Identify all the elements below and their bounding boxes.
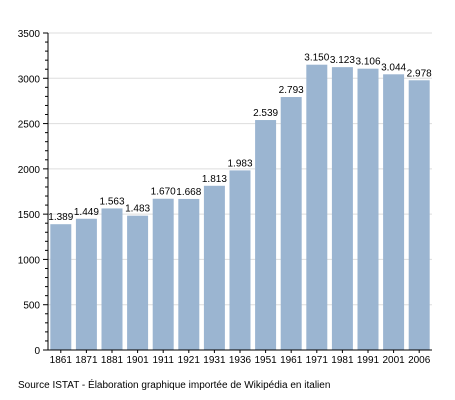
bar [203,185,225,350]
data-label: 1.813 [202,174,227,185]
x-tick-label: 1911 [152,355,174,366]
bar [127,215,149,350]
y-tick-label: 3500 [18,29,41,40]
data-label: 2.978 [407,68,432,79]
y-tick-label: 2000 [18,165,41,176]
data-label: 1.563 [99,196,124,207]
source-note: Source ISTAT - Élaboration graphique imp… [18,380,331,391]
y-tick-label: 0 [34,346,40,357]
bar [357,68,379,350]
data-label: 2.539 [253,108,278,119]
x-tick-label: 1871 [75,355,98,366]
data-label: 1.449 [74,207,99,218]
bar [75,218,97,350]
y-tick-label: 1000 [18,255,41,266]
x-tick-label: 2001 [382,355,405,366]
bar [152,198,174,350]
data-label: 1.483 [125,204,150,215]
data-label: 1.389 [48,212,73,223]
bar [306,64,328,350]
x-tick-label: 1861 [50,355,73,366]
bar [408,80,430,350]
data-label: 3.150 [304,53,329,64]
y-tick-label: 2500 [18,120,41,131]
x-tick-label: 1961 [280,355,303,366]
x-tick-label: 1971 [306,355,329,366]
data-label: 3.123 [330,55,355,66]
bar [331,67,353,350]
y-tick-label: 1500 [18,210,41,221]
x-tick-label: 1931 [203,355,226,366]
y-tick-label: 500 [23,301,40,312]
x-tick-label: 1936 [229,355,252,366]
x-tick-label: 1901 [126,355,149,366]
bar [50,224,72,350]
labels: 0 500 1000 1500 2000 2500 3000 3500 1.389 1861 1.4… [18,29,432,366]
bar [229,170,251,350]
bar [101,208,123,350]
data-label: 1.668 [176,187,201,198]
bars [50,64,430,350]
x-tick-label: 1981 [331,355,354,366]
bar [255,120,277,350]
data-label: 3.106 [355,57,380,68]
x-tick-label: 1991 [357,355,380,366]
data-label: 1.983 [227,158,252,169]
x-tick-label: 1881 [101,355,124,366]
bar [383,74,405,350]
axes [43,32,432,353]
data-label: 1.670 [151,187,176,198]
y-tick-label: 3000 [18,74,41,85]
data-label: 3.044 [381,62,406,73]
bar [178,198,200,350]
x-tick-label: 1951 [254,355,277,366]
data-label: 2.793 [279,85,304,96]
bar [280,97,302,350]
x-tick-label: 2006 [408,355,431,366]
x-tick-label: 1921 [178,355,201,366]
